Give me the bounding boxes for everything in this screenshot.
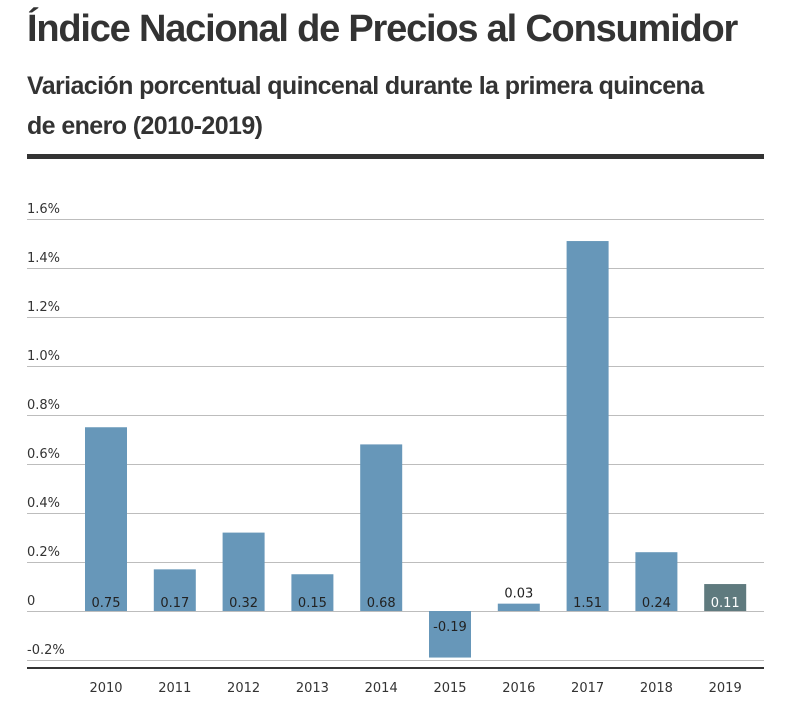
bar-2017 [566,241,609,612]
bars [85,241,747,658]
x-tick-label: 2015 [433,681,466,696]
data-label: 0.75 [92,596,121,611]
y-axis-ticks: -0.2% 0 0.2% 0.4% 0.6% 0.8% 1.0% 1.2% 1.4% 1.6% [27,202,65,658]
y-tick-label: 1.4% [27,251,60,266]
y-tick-label: 0.4% [27,496,60,511]
data-label: 0.68 [367,596,396,611]
x-tick-label: 2018 [640,681,673,696]
y-tick-label: -0.2% [27,643,65,658]
bar-2010 [85,427,127,611]
data-labels: 0.75 0.17 0.32 0.15 0.68 -0.19 0.03 1.51 0.24 0.1… [92,587,740,635]
x-tick-label: 2017 [571,681,604,696]
y-tick-label: 1.6% [27,202,60,217]
bar-2015 [429,611,471,658]
x-tick-label: 2012 [227,681,260,696]
x-tick-label: 2016 [502,681,535,696]
x-axis-line [27,667,764,669]
x-tick-label: 2013 [296,681,329,696]
bar-2018 [635,552,678,611]
x-tick-label: 2011 [158,681,191,696]
bar-2013 [291,574,334,611]
bar-2012 [222,532,265,611]
y-tick-label: 0 [27,594,35,609]
data-label: -0.19 [433,620,467,635]
bar-2016 [497,603,540,611]
title-divider [27,154,764,159]
y-tick-label: 1.0% [27,349,60,364]
y-tick-label: 1.2% [27,300,60,315]
data-label: 0.15 [298,596,327,611]
data-label: 0.24 [642,596,671,611]
data-label: 0.03 [504,587,533,602]
y-tick-label: 0.6% [27,447,60,462]
data-label: 0.11 [711,596,740,611]
bar-2011 [153,569,196,611]
bar-2019 [704,584,747,611]
bar-2014 [360,444,403,611]
chart-title: Índice Nacional de Precios al Consumidor [27,8,738,50]
x-tick-label: 2014 [365,681,398,696]
x-tick-label: 2019 [709,681,742,696]
data-label: 0.17 [160,596,189,611]
x-axis-ticks: 2010 2011 2012 2013 2014 2015 2016 2017 2018 2019 [89,681,741,696]
y-tick-label: 0.8% [27,398,60,413]
y-tick-label: 0.2% [27,545,60,560]
chart-subtitle: Variación porcentual quincenal durante l… [27,72,704,140]
x-tick-label: 2010 [89,681,122,696]
data-label: 1.51 [573,596,602,611]
data-label: 0.32 [229,596,258,611]
